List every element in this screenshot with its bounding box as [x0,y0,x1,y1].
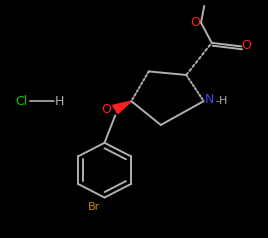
Text: O: O [102,103,111,115]
Text: Br: Br [88,202,100,212]
Text: -H: -H [216,96,228,106]
Text: O: O [242,40,251,52]
Text: N: N [205,94,214,106]
Polygon shape [113,101,131,114]
Text: O: O [190,16,200,29]
Text: H: H [54,95,64,108]
Text: Cl: Cl [15,95,28,108]
